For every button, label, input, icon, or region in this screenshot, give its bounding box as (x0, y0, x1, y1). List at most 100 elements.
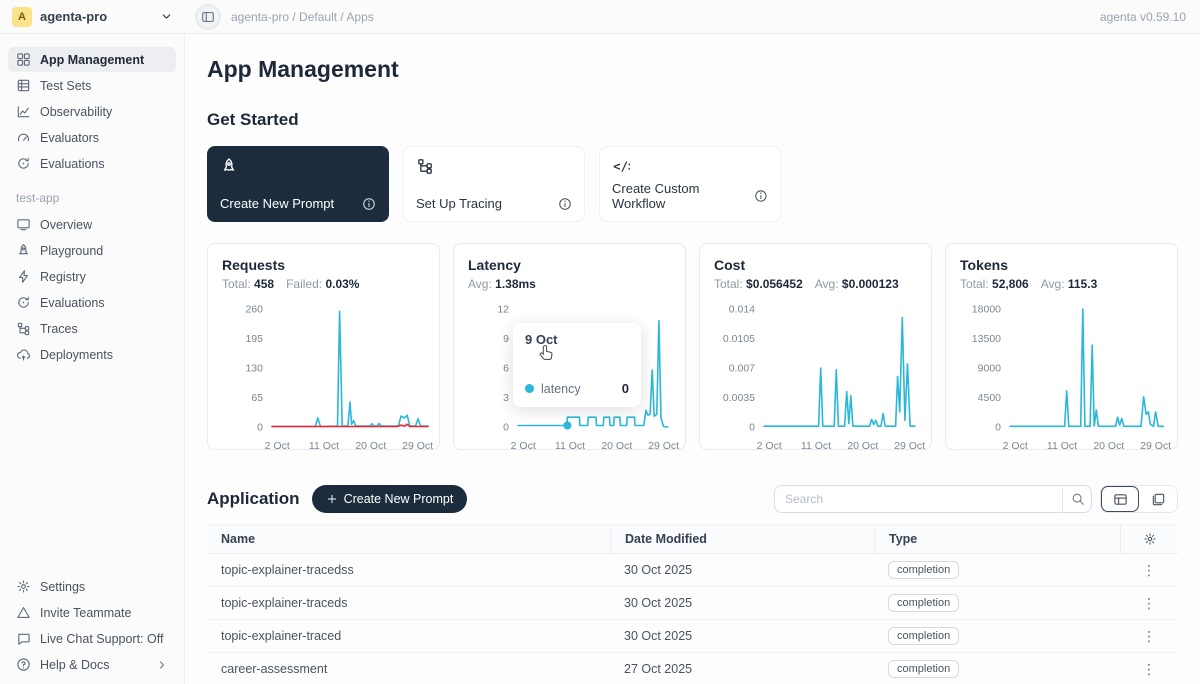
rocket-icon (220, 157, 238, 175)
workspace-name: agenta-pro (40, 9, 152, 24)
get-started-card-create-new-prompt[interactable]: Create New Prompt (207, 146, 389, 222)
app-root: A agenta-pro agenta-pro / Default / Apps… (0, 0, 1200, 684)
row-actions-button[interactable]: ⋮ (1120, 595, 1178, 612)
table-view-icon (1113, 492, 1128, 507)
row-actions-button[interactable]: ⋮ (1120, 661, 1178, 678)
table-row[interactable]: topic-explainer-traced 30 Oct 2025 compl… (207, 620, 1178, 653)
tooltip-series-row: latency 0 (525, 381, 629, 396)
metric-line-chart[interactable]: 00.00350.0070.01050.0142 Oct11 Oct20 Oct… (714, 295, 926, 455)
sidebar: App ManagementTest SetsObservabilityEval… (0, 34, 185, 684)
sidebar-item-evaluations[interactable]: Evaluations (8, 151, 176, 176)
metric-card-title: Requests (222, 257, 425, 273)
svg-text:4500: 4500 (978, 392, 1002, 404)
table-row[interactable]: topic-explainer-traceds 30 Oct 2025 comp… (207, 587, 1178, 620)
cell-date-modified: 30 Oct 2025 (610, 629, 874, 643)
sidebar-item-deployments[interactable]: Deployments (8, 342, 176, 367)
card-view-button[interactable] (1139, 486, 1177, 512)
type-badge: completion (888, 660, 959, 678)
code-icon: </> (612, 157, 630, 175)
column-header-name[interactable]: Name (207, 525, 610, 553)
lightning-icon (16, 269, 31, 284)
svg-text:20 Oct: 20 Oct (1093, 440, 1124, 452)
tooltip-value: 0 (622, 381, 629, 396)
svg-text:260: 260 (245, 304, 263, 316)
sidebar-item-label: Deployments (40, 348, 113, 362)
column-header-date-modified[interactable]: Date Modified (610, 525, 874, 553)
sidebar-item-traces[interactable]: Traces (8, 316, 176, 341)
gauge-icon (16, 130, 31, 145)
info-icon (362, 197, 376, 211)
row-actions-button[interactable]: ⋮ (1120, 628, 1178, 645)
svg-text:2 Oct: 2 Oct (511, 440, 536, 452)
search-icon[interactable] (1062, 485, 1092, 513)
column-header-type[interactable]: Type (874, 525, 1120, 553)
metric-card-title: Latency (468, 257, 671, 273)
svg-text:20 Oct: 20 Oct (355, 440, 386, 452)
metric-line-chart[interactable]: 04500900013500180002 Oct11 Oct20 Oct29 O… (960, 295, 1172, 455)
svg-text:0: 0 (995, 422, 1001, 434)
svg-text:6: 6 (503, 363, 509, 375)
metric-line-chart[interactable]: 0651301952602 Oct11 Oct20 Oct29 Oct (222, 295, 434, 455)
search-input[interactable] (774, 485, 1092, 513)
series-dot-icon (525, 384, 534, 393)
cell-type: completion (874, 627, 1120, 645)
triangle-icon (16, 605, 31, 620)
panel-left-icon (201, 10, 215, 24)
sidebar-item-overview[interactable]: Overview (8, 212, 176, 237)
cell-type: completion (874, 594, 1120, 612)
svg-text:11 Oct: 11 Oct (801, 440, 831, 452)
svg-text:12: 12 (497, 304, 509, 316)
row-actions-button[interactable]: ⋮ (1120, 562, 1178, 579)
sidebar-item-help-docs[interactable]: Help & Docs (8, 652, 176, 677)
table-body: topic-explainer-tracedss 30 Oct 2025 com… (207, 554, 1178, 684)
sidebar-item-evaluators[interactable]: Evaluators (8, 125, 176, 150)
type-badge: completion (888, 561, 959, 579)
gear-icon (16, 579, 31, 594)
table-view-button[interactable] (1101, 486, 1139, 512)
create-new-prompt-button[interactable]: Create New Prompt (312, 485, 468, 513)
breadcrumb[interactable]: agenta-pro / Default / Apps (231, 10, 374, 24)
refresh-icon (16, 156, 31, 171)
svg-text:0.0105: 0.0105 (723, 333, 755, 345)
sidebar-item-evaluations[interactable]: Evaluations (8, 290, 176, 315)
metric-card-stats: Total: 52,806Avg: 115.3 (960, 277, 1163, 291)
sidebar-item-registry[interactable]: Registry (8, 264, 176, 289)
refresh-icon (16, 295, 31, 310)
metric-card-stats: Total: 458Failed: 0.03% (222, 277, 425, 291)
tree-icon (16, 321, 31, 336)
sidebar-item-settings[interactable]: Settings (8, 574, 176, 599)
svg-text:18000: 18000 (972, 304, 1001, 316)
sidebar-item-observability[interactable]: Observability (8, 99, 176, 124)
sidebar-footer-nav: Settings Invite Teammate Live Chat Support… (0, 573, 184, 678)
svg-text:9000: 9000 (978, 363, 1002, 375)
sidebar-app-nav: OverviewPlaygroundRegistryEvaluations Tra… (0, 212, 184, 367)
get-started-row: Create New Prompt Set Up Tracing </> Cre… (207, 146, 1178, 222)
cell-name: topic-explainer-traceds (207, 596, 610, 610)
sidebar-item-label: Invite Teammate (40, 606, 131, 620)
table-row[interactable]: topic-explainer-tracedss 30 Oct 2025 com… (207, 554, 1178, 587)
get-started-card-create-custom-workflow[interactable]: </> Create Custom Workflow (599, 146, 781, 222)
svg-text:0.007: 0.007 (729, 363, 755, 375)
table-row[interactable]: career-assessment 27 Oct 2025 completion… (207, 653, 1178, 684)
sidebar-item-test-sets[interactable]: Test Sets (8, 73, 176, 98)
chart-cost: 00.00350.0070.01050.0142 Oct11 Oct20 Oct… (714, 295, 917, 460)
sidebar-item-app-management[interactable]: App Management (8, 47, 176, 72)
workspace-selector[interactable]: A agenta-pro (0, 7, 185, 27)
svg-text:29 Oct: 29 Oct (1140, 440, 1171, 452)
get-started-card-set-up-tracing[interactable]: Set Up Tracing (403, 146, 585, 222)
sidebar-item-label: Test Sets (40, 79, 91, 93)
sidebar-item-label: Traces (40, 322, 78, 336)
svg-text:195: 195 (245, 333, 263, 345)
sidebar-section-label: test-app (0, 177, 184, 211)
svg-text:</>: </> (613, 160, 630, 174)
metric-card-title: Cost (714, 257, 917, 273)
sidebar-item-live-chat-support-off[interactable]: Live Chat Support: Off (8, 626, 176, 651)
sidebar-collapse-button[interactable] (195, 4, 221, 30)
table-settings-button[interactable] (1120, 525, 1178, 553)
card-view-icon (1151, 492, 1166, 507)
sidebar-item-invite-teammate[interactable]: Invite Teammate (8, 600, 176, 625)
sidebar-item-playground[interactable]: Playground (8, 238, 176, 263)
sidebar-item-label: Evaluations (40, 157, 105, 171)
application-header: Application Create New Prompt (207, 485, 1178, 513)
cloud-up-icon (16, 347, 31, 362)
